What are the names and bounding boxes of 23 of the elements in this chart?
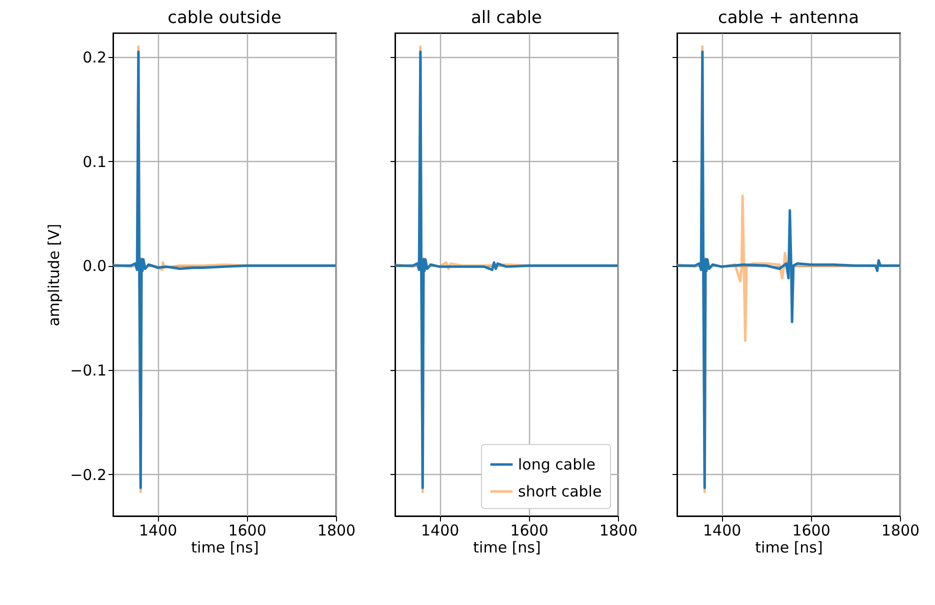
chart-title: cable + antenna: [718, 8, 860, 28]
x-tick-label: 1800: [881, 522, 920, 540]
x-tick-label: 1400: [421, 522, 460, 540]
x-tick-label: 1600: [792, 522, 830, 540]
x-tick-label: 1800: [599, 522, 638, 540]
x-tick-label: 1600: [510, 522, 548, 540]
legend-label: long cable: [518, 456, 596, 474]
x-axis-title: time [ns]: [755, 538, 823, 556]
x-tick-label: 1800: [317, 522, 356, 540]
chart-title: cable outside: [168, 8, 282, 28]
legend-label: short cable: [518, 482, 602, 500]
y-tick-label: 0.2: [82, 48, 106, 66]
x-tick-label: 1400: [139, 522, 178, 540]
x-axis-title: time [ns]: [473, 538, 541, 556]
y-tick-label: 0.1: [82, 152, 106, 171]
y-tick-label: 0.0: [82, 257, 106, 276]
y-axis-title: amplitude [V]: [45, 224, 64, 326]
x-tick-label: 1600: [228, 522, 266, 540]
y-tick-label: −0.2: [70, 466, 106, 484]
chart-title: all cable: [470, 8, 542, 28]
y-tick-label: −0.1: [70, 361, 106, 380]
x-axis-title: time [ns]: [191, 538, 259, 556]
x-tick-label: 1400: [703, 522, 742, 540]
